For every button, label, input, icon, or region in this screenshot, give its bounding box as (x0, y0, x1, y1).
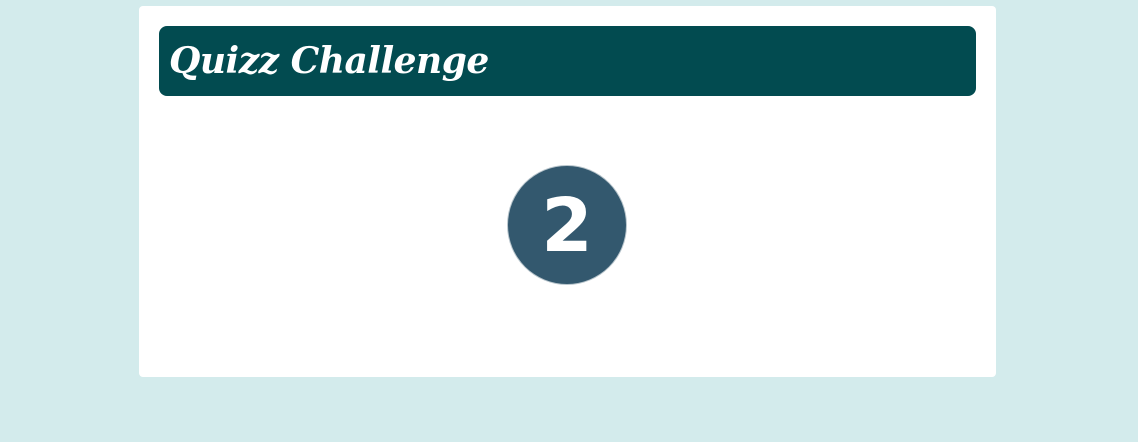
page-title: Quizz Challenge (169, 40, 489, 82)
quiz-card: Quizz Challenge 2 (139, 6, 996, 377)
quiz-header: Quizz Challenge (159, 26, 976, 96)
countdown-circle: 2 (508, 166, 626, 284)
countdown-number: 2 (541, 183, 593, 269)
